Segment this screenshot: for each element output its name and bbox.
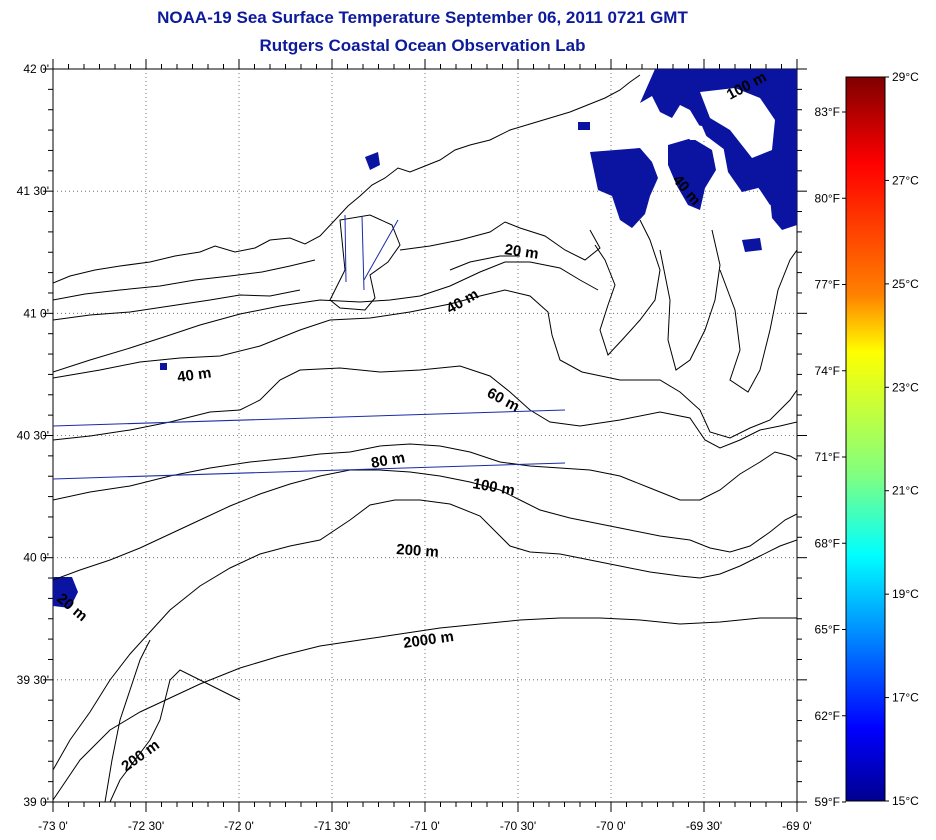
fahrenheit-label: 71°F [815, 450, 840, 464]
longitude-label: -69 30' [686, 819, 722, 833]
frame-ticks [43, 59, 807, 812]
longitude-label: -70 0' [596, 819, 626, 833]
contour-label: 40 m [176, 364, 212, 386]
contour-label: 2000 m [402, 628, 455, 652]
longitude-label: -72 0' [224, 819, 254, 833]
longitude-label: -71 0' [410, 819, 440, 833]
latitude-label: 39 30' [17, 673, 49, 687]
fahrenheit-label: 62°F [815, 709, 840, 723]
colorbar-fahrenheit-labels: 83°F 80°F 77°F 74°F 71°F 68°F 65°F 62°F 59°F [815, 105, 840, 809]
fahrenheit-label: 77°F [815, 278, 840, 292]
depth-contours [53, 261, 797, 802]
longitude-label: -71 30' [314, 819, 350, 833]
fahrenheit-label: 74°F [815, 364, 840, 378]
contour-200m-b [109, 669, 241, 802]
latitude-label: 41 30' [17, 184, 49, 198]
contour-80m [53, 443, 797, 501]
transect-lines [53, 214, 566, 480]
longitude-label: -69 0' [782, 819, 812, 833]
celsius-label: 27°C [892, 173, 919, 187]
fahrenheit-label: 83°F [815, 105, 840, 119]
colorbar-ticks [842, 76, 889, 803]
contour-200m-a [53, 499, 797, 771]
celsius-label: 15°C [892, 794, 919, 808]
longitude-label: -72 30' [128, 819, 164, 833]
latitude-label: 40 30' [17, 429, 49, 443]
fahrenheit-label: 68°F [815, 536, 840, 550]
clear-sky-gaps [680, 88, 775, 158]
colorbar [845, 76, 886, 802]
colorbar-celsius-labels: 29°C 27°C 25°C 23°C 21°C 19°C 17°C 15°C [892, 70, 919, 808]
contour-20m [53, 261, 599, 373]
celsius-label: 21°C [892, 484, 919, 498]
coastline [53, 74, 797, 393]
latitude-label: 39 0' [23, 795, 49, 809]
celsius-label: 25°C [892, 277, 919, 291]
celsius-label: 19°C [892, 587, 919, 601]
longitude-label: -73 0' [38, 819, 68, 833]
latitude-label: 40 0' [23, 551, 49, 565]
longitude-axis: -73 0' -72 30' -72 0' -71 30' -71 0' -70 30' -… [38, 819, 812, 833]
contour-60m [53, 365, 797, 449]
contour-100m [53, 469, 797, 581]
contour-2000m [53, 617, 797, 801]
latitude-label: 41 0' [23, 306, 49, 320]
fahrenheit-label: 59°F [815, 795, 840, 809]
contour-40m [53, 289, 797, 439]
contour-label: 20 m [503, 241, 539, 263]
map-subtitle: Rutgers Coastal Ocean Observation Lab [259, 36, 586, 55]
celsius-label: 29°C [892, 70, 919, 84]
contour-label: 200 m [396, 541, 440, 561]
latitude-label: 42 0' [23, 62, 49, 76]
latitude-axis: 42 0' 41 30' 41 0' 40 30' 40 0' 39 30' 39 0' [17, 62, 49, 809]
contour-label: 80 m [370, 449, 407, 472]
fahrenheit-label: 65°F [815, 623, 840, 637]
longitude-label: -70 30' [500, 819, 536, 833]
celsius-label: 17°C [892, 691, 919, 705]
graticule [53, 69, 797, 802]
celsius-label: 23°C [892, 380, 919, 394]
map-title: NOAA-19 Sea Surface Temperature Septembe… [157, 8, 688, 27]
fahrenheit-label: 80°F [815, 191, 840, 205]
